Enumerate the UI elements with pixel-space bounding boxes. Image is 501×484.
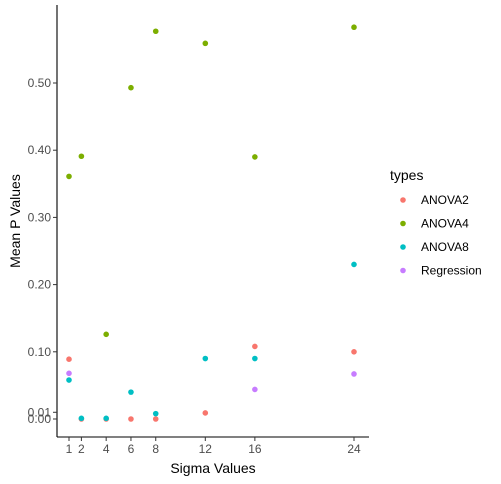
- x-tick-label: 12: [199, 442, 213, 456]
- point-regression: [66, 370, 72, 377]
- plot-area: [66, 24, 357, 422]
- x-tick-label: 16: [248, 442, 262, 456]
- point-anova4: [78, 153, 85, 160]
- legend-label-regression: Regression: [421, 264, 482, 278]
- point-anova8: [128, 389, 134, 395]
- point-anova4: [252, 154, 258, 160]
- y-tick-label: 0.40: [28, 143, 52, 157]
- x-tick-label: 2: [78, 442, 85, 456]
- legend-key-anova8: [400, 244, 406, 250]
- point-anova4: [128, 84, 134, 91]
- point-anova8: [103, 415, 109, 422]
- point-anova2: [66, 356, 72, 362]
- point-anova2: [252, 343, 258, 350]
- point-anova4: [66, 173, 72, 180]
- point-anova2: [202, 410, 209, 416]
- legend-label-anova2: ANOVA2: [421, 193, 469, 207]
- point-anova4: [351, 24, 357, 31]
- x-tick-label: 1: [66, 442, 73, 456]
- y-tick-label: 0.01: [28, 405, 52, 419]
- y-tick-label: 0.00: [28, 412, 52, 426]
- legend-label-anova4: ANOVA4: [421, 217, 469, 231]
- y-axis: 0.000.01 0.10 0.20 0.30 0.40 0.50: [28, 5, 58, 437]
- x-tick-label: 6: [128, 442, 135, 456]
- legend-key-anova4: [400, 220, 406, 227]
- x-axis: 1 2 4 6 8 12 16 24: [57, 436, 369, 456]
- legend-key-regression: [400, 267, 406, 274]
- point-anova8: [202, 355, 209, 362]
- legend: types ANOVA2 ANOVA4 ANOVA8 Regression: [390, 167, 482, 278]
- point-anova8: [78, 415, 85, 422]
- x-tick-label: 8: [152, 442, 159, 456]
- legend-title: types: [390, 167, 423, 183]
- x-tick-label: 24: [347, 442, 361, 456]
- legend-label-anova8: ANOVA8: [421, 240, 469, 254]
- point-anova2: [152, 416, 159, 422]
- point-anova4: [152, 28, 159, 35]
- y-tick-label: 0.10: [28, 345, 52, 359]
- point-anova8: [351, 261, 357, 268]
- point-anova8: [252, 355, 258, 362]
- point-anova8: [152, 410, 159, 417]
- point-anova4: [103, 331, 109, 338]
- point-regression: [252, 386, 258, 393]
- point-anova2: [351, 349, 357, 355]
- point-anova4: [202, 40, 209, 47]
- point-anova8: [66, 377, 72, 383]
- y-axis-title: Mean P Values: [7, 174, 23, 268]
- y-tick-label: 0.30: [28, 210, 52, 224]
- point-regression: [351, 371, 357, 377]
- x-axis-title: Sigma Values: [170, 460, 255, 476]
- point-anova2: [128, 416, 134, 422]
- x-tick-label: 4: [103, 442, 110, 456]
- y-tick-label: 0.50: [28, 76, 52, 90]
- legend-key-anova2: [400, 197, 406, 203]
- y-tick-label: 0.20: [28, 278, 52, 292]
